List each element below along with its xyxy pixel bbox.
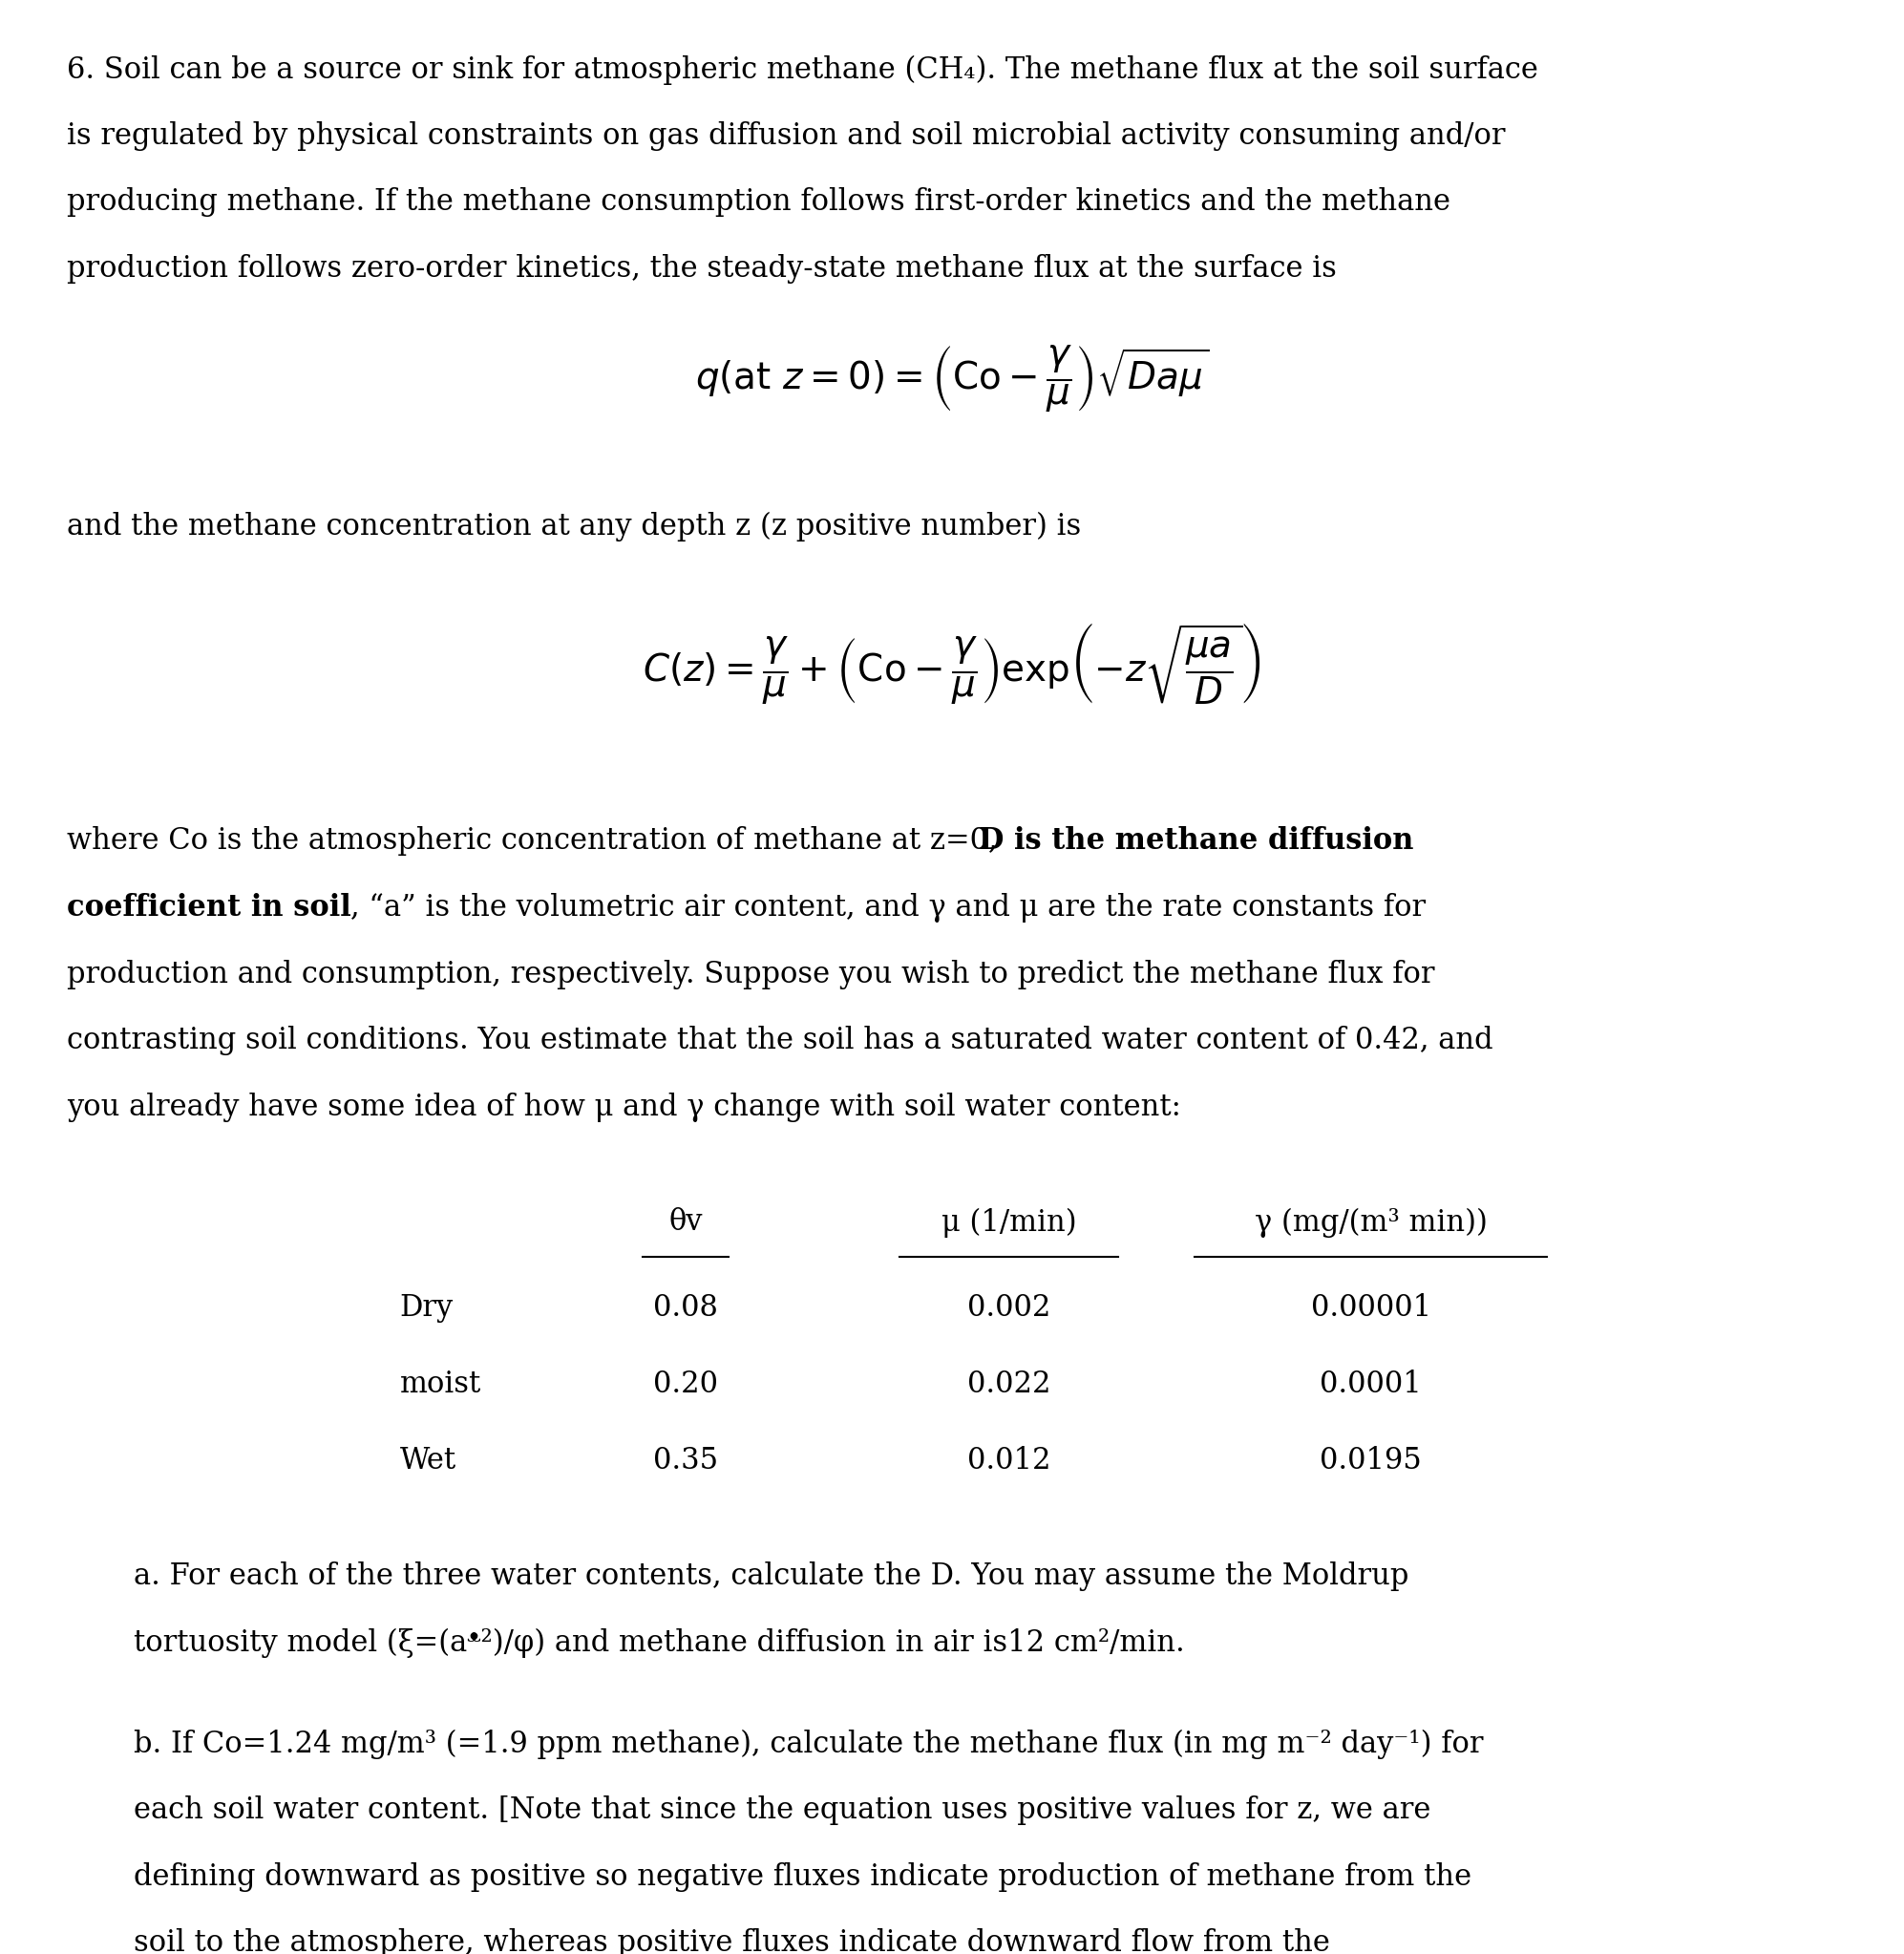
Text: μ (1/min): μ (1/min) [941,1208,1078,1237]
Text: you already have some idea of how μ and γ change with soil water content:: you already have some idea of how μ and … [67,1092,1180,1122]
Text: production follows zero-order kinetics, the steady-state methane flux at the sur: production follows zero-order kinetics, … [67,254,1337,283]
Text: moist: moist [400,1370,482,1399]
Text: production and consumption, respectively. Suppose you wish to predict the methan: production and consumption, respectively… [67,959,1434,989]
Text: coefficient in soil: coefficient in soil [67,893,350,922]
Text: 0.0001: 0.0001 [1319,1370,1422,1399]
Text: each soil water content. [Note that since the equation uses positive values for : each soil water content. [Note that sinc… [133,1796,1430,1825]
Text: 0.002: 0.002 [967,1294,1051,1323]
Text: Wet: Wet [400,1446,457,1475]
Text: b. If Co=1.24 mg/m³ (=1.9 ppm methane), calculate the methane flux (in mg m⁻² da: b. If Co=1.24 mg/m³ (=1.9 ppm methane), … [133,1729,1483,1759]
Text: tortuosity model (ξ=(aᵜ²)/φ) and methane diffusion in air is12 cm²/min.: tortuosity model (ξ=(aᵜ²)/φ) and methane… [133,1628,1184,1657]
Text: 0.20: 0.20 [653,1370,718,1399]
Text: γ (mg/(m³ min)): γ (mg/(m³ min)) [1255,1208,1487,1237]
Text: soil to the atmosphere, whereas positive fluxes indicate downward flow from the: soil to the atmosphere, whereas positive… [133,1929,1329,1954]
Text: Dry: Dry [400,1294,453,1323]
Text: contrasting soil conditions. You estimate that the soil has a saturated water co: contrasting soil conditions. You estimat… [67,1026,1493,1055]
Text: 0.022: 0.022 [967,1370,1051,1399]
Text: 0.0195: 0.0195 [1319,1446,1422,1475]
Text: $q(\mathrm{at\ }z = 0) = \left(\mathrm{Co} - \dfrac{\gamma}{\mu}\right)\sqrt{D a: $q(\mathrm{at\ }z = 0) = \left(\mathrm{C… [695,344,1209,414]
Text: 0.012: 0.012 [967,1446,1051,1475]
Text: $C(z) = \dfrac{\gamma}{\mu} + \left(\mathrm{Co} - \dfrac{\gamma}{\mu}\right)\exp: $C(z) = \dfrac{\gamma}{\mu} + \left(\mat… [644,621,1260,707]
Text: and the methane concentration at any depth z (z positive number) is: and the methane concentration at any dep… [67,512,1081,541]
Text: a. For each of the three water contents, calculate the D. You may assume the Mol: a. For each of the three water contents,… [133,1561,1409,1591]
Text: is regulated by physical constraints on gas diffusion and soil microbial activit: is regulated by physical constraints on … [67,121,1506,150]
Text: D is the methane diffusion: D is the methane diffusion [979,827,1413,856]
Text: producing methane. If the methane consumption follows first-order kinetics and t: producing methane. If the methane consum… [67,188,1451,217]
Text: , “a” is the volumetric air content, and γ and μ are the rate constants for: , “a” is the volumetric air content, and… [350,893,1426,922]
Text: defining downward as positive so negative fluxes indicate production of methane : defining downward as positive so negativ… [133,1862,1472,1891]
Text: θv: θv [668,1208,703,1237]
Text: 6. Soil can be a source or sink for atmospheric methane (CH₄). The methane flux : 6. Soil can be a source or sink for atmo… [67,55,1538,84]
Text: 0.35: 0.35 [653,1446,718,1475]
Text: 0.00001: 0.00001 [1310,1294,1432,1323]
Text: where Co is the atmospheric concentration of methane at z=0,: where Co is the atmospheric concentratio… [67,827,1007,856]
Text: 0.08: 0.08 [653,1294,718,1323]
